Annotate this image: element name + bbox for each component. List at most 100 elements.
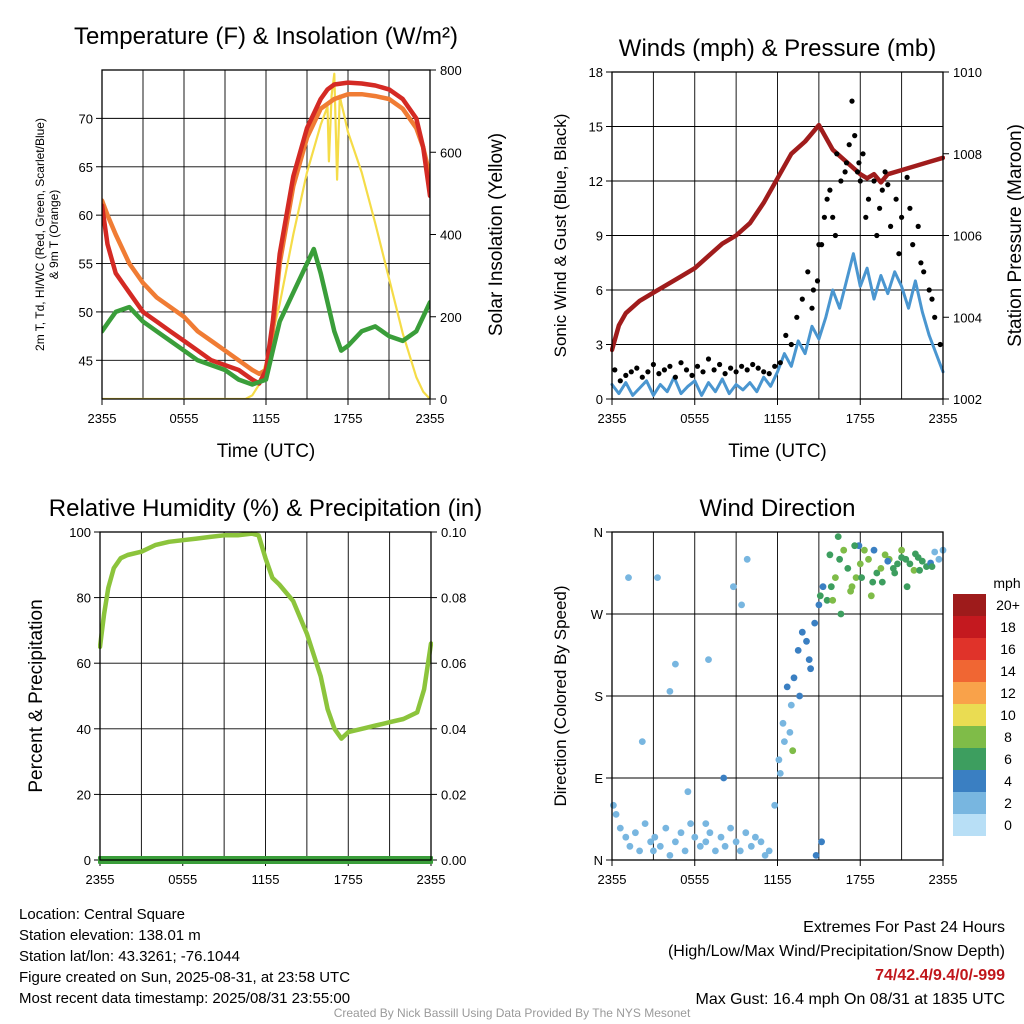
legend-label: 14: [1000, 663, 1016, 679]
station-elevation: Station elevation: 138.01 m: [19, 927, 201, 944]
direction-point: [775, 756, 783, 764]
gust-point: [819, 242, 825, 248]
x-axis-label: Time (UTC): [728, 441, 827, 462]
y2-axis-label: Station Pressure (Maroon): [1005, 124, 1024, 347]
direction-point: [865, 555, 872, 563]
gust-point: [799, 296, 805, 302]
gust-point: [761, 369, 767, 375]
legend-label: 4: [1004, 773, 1012, 789]
y-tick-label: 9: [596, 229, 603, 244]
direction-point: [776, 770, 784, 777]
direction-point: [827, 583, 835, 591]
x-tick-label: 1755: [334, 411, 363, 426]
direction-point: [736, 847, 744, 855]
y-axis-label: Direction (Colored By Speed): [551, 585, 570, 806]
direction-point: [867, 592, 875, 600]
direction-point: [651, 833, 659, 841]
gust-point: [882, 169, 888, 175]
y-axis-label: Sonic Wind & Gust (Blue, Black): [551, 114, 570, 358]
gust-point: [899, 214, 905, 220]
direction-point: [771, 801, 779, 809]
y-tick-label: 60: [77, 656, 91, 671]
y-tick-label: 15: [589, 120, 603, 135]
y-tick-label: 18: [589, 65, 603, 80]
direction-point: [787, 701, 795, 709]
direction-point: [873, 569, 881, 577]
legend-label: 10: [1000, 707, 1016, 723]
direction-point: [898, 554, 905, 561]
direction-point: [677, 829, 685, 837]
speed-legend: mph 20+ 18 16 14 12 10 8 6 4 2 0: [953, 575, 1021, 836]
legend-swatch: [953, 814, 986, 836]
legend-swatch: [953, 704, 986, 726]
direction-point: [790, 674, 798, 682]
legend-label: 8: [1004, 729, 1012, 745]
gust-point: [650, 361, 657, 368]
x-tick-label: 0555: [170, 411, 199, 426]
y-tick-label: 65: [79, 160, 93, 175]
legend-label: 0: [1004, 817, 1012, 833]
gust-point: [865, 196, 872, 202]
gust-point: [846, 142, 852, 148]
direction-point: [666, 688, 674, 695]
direction-point: [819, 583, 827, 591]
direction-point: [794, 647, 802, 654]
direction-point: [687, 820, 694, 827]
gust-point: [750, 361, 756, 368]
plot-frame: [611, 71, 944, 400]
direction-point: [823, 596, 831, 604]
panel-title: Winds (mph) & Pressure (mb): [619, 35, 936, 62]
y2-tick-label: 600: [440, 145, 462, 160]
gust-point: [744, 367, 750, 373]
direction-point: [811, 619, 819, 627]
direction-point: [638, 738, 646, 745]
direction-point: [881, 551, 889, 559]
x-tick-label: 1155: [764, 872, 792, 887]
direction-point: [742, 829, 750, 837]
direction-point: [869, 578, 877, 586]
direction-point: [654, 574, 661, 581]
y2-tick-label: 1008: [953, 147, 982, 162]
plot-frame: [611, 531, 944, 861]
direction-point: [747, 842, 755, 850]
y2-tick-label: 0: [440, 392, 447, 407]
gust-point: [809, 305, 815, 311]
direction-point: [796, 692, 803, 700]
direction-point: [840, 546, 848, 554]
direction-point: [858, 574, 865, 581]
direction-point: [717, 833, 725, 841]
station-info: Location: Central Square Station elevati…: [19, 904, 350, 1009]
y2-tick-label: 1006: [953, 229, 982, 244]
legend-label: 12: [1000, 685, 1016, 701]
direction-point: [856, 560, 864, 568]
y-tick-label: E: [594, 771, 603, 786]
gust-point: [893, 196, 899, 202]
direction-point: [844, 565, 852, 572]
direction-point: [702, 838, 710, 846]
gust-point: [821, 214, 828, 220]
y2-tick-label: 0.00: [441, 853, 466, 868]
gust-point: [623, 372, 629, 378]
direction-point: [818, 838, 825, 846]
gust-point: [683, 367, 690, 373]
direction-point: [706, 829, 714, 837]
direction-point: [910, 566, 918, 574]
gust-point: [634, 365, 640, 371]
panel-title: Wind Direction: [699, 495, 855, 522]
y-axis-label: Percent & Precipitation: [26, 599, 47, 792]
gust-point: [838, 178, 844, 184]
panel-title: Temperature (F) & Insolation (W/m²): [74, 23, 458, 50]
gust-point: [926, 287, 932, 293]
direction-point: [786, 729, 794, 736]
x-tick-label: 2355: [929, 411, 958, 426]
x-tick-label: 0555: [680, 872, 709, 887]
y-tick-label: 20: [77, 787, 91, 802]
direction-point: [789, 747, 797, 755]
gust-point: [860, 151, 866, 157]
x-tick-label: 2355: [598, 872, 627, 887]
y2-tick-label: 0.02: [441, 787, 466, 802]
x-tick-label: 2355: [416, 411, 445, 426]
legend-label: 2: [1004, 795, 1012, 811]
direction-point: [650, 847, 657, 855]
legend-label: 18: [1000, 619, 1016, 635]
